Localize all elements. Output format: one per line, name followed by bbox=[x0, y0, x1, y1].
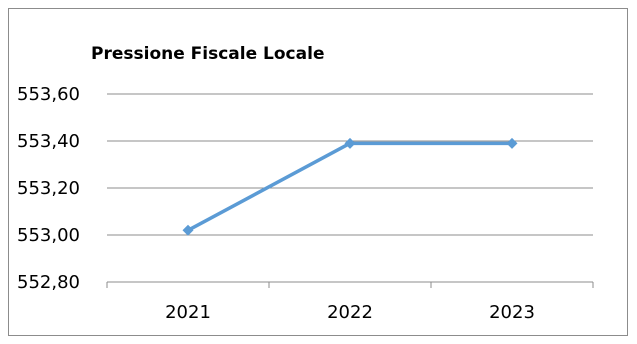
x-axis bbox=[106, 281, 594, 288]
series-line bbox=[186, 141, 514, 233]
y-tick-label: 553,20 bbox=[17, 178, 80, 199]
y-tick-label: 553,60 bbox=[17, 84, 80, 105]
y-axis-labels: 553,60 553,40 553,20 553,00 552,80 bbox=[17, 84, 80, 293]
x-tick-label: 2023 bbox=[489, 302, 535, 323]
line-chart: Pressione Fiscale Locale 553,60553,40553… bbox=[17, 44, 594, 323]
data-point-marker bbox=[506, 137, 518, 149]
y-tick-label: 552,80 bbox=[17, 272, 80, 293]
series-layer bbox=[182, 137, 518, 236]
grid-lines bbox=[107, 93, 593, 236]
data-point-marker bbox=[182, 224, 194, 236]
y-tick-label: 553,00 bbox=[17, 225, 80, 246]
x-tick-label: 2022 bbox=[327, 302, 373, 323]
chart-container: Pressione Fiscale Locale 553,60 553,40 553… bbox=[8, 8, 628, 336]
x-axis-labels: 2021 2022 2023 bbox=[165, 302, 535, 323]
data-point-marker bbox=[344, 137, 356, 149]
y-tick-label: 553,40 bbox=[17, 131, 80, 152]
x-tick-label: 2021 bbox=[165, 302, 211, 323]
chart-title: Pressione Fiscale Locale bbox=[91, 44, 324, 64]
